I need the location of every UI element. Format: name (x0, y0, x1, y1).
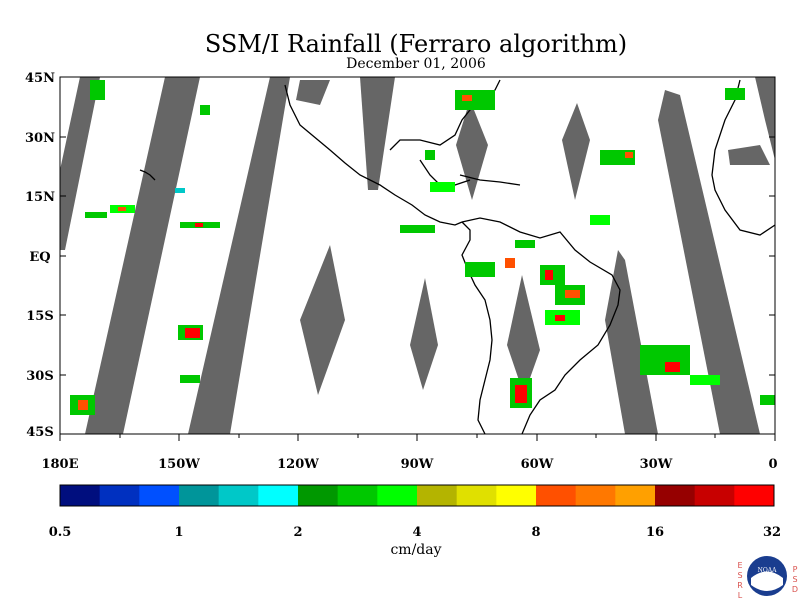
colorbar-tick-label: 4 (412, 525, 421, 540)
rain-patch-hawaii (85, 188, 220, 228)
colorbar-tick-label: 16 (646, 525, 664, 540)
colorbar-swatch (139, 485, 180, 506)
swath-14 (728, 145, 770, 165)
colorbar-swatches (60, 485, 775, 506)
swath-10 (605, 250, 658, 434)
colorbar-ticks: 0.5 1 2 4 8 16 32 (49, 525, 781, 540)
lat-label: EQ (29, 250, 50, 265)
colorbar-swatch (536, 485, 577, 506)
lon-label: 0 (768, 457, 777, 472)
swath-13 (296, 80, 330, 105)
lon-label: 60W (521, 457, 554, 472)
colorbar-tick-label: 8 (531, 525, 540, 540)
colorbar-swatch (456, 485, 497, 506)
lon-label: 30W (640, 457, 673, 472)
coast-south-america-east (461, 217, 621, 434)
swath-1 (60, 77, 100, 250)
coast-caribbean (459, 174, 521, 186)
colorbar-tick-label: 0.5 (49, 525, 72, 540)
swath-2 (85, 77, 200, 434)
swath-9 (562, 103, 590, 200)
coast-hawaii (139, 169, 156, 181)
no-data-swaths (60, 77, 775, 434)
logo-letter: R (737, 581, 743, 590)
rain-patch-south-america (465, 240, 585, 408)
lon-label: 180E (41, 457, 78, 472)
swath-8 (507, 275, 540, 395)
coast-north-america-pacific (284, 84, 463, 226)
colorbar-unit-label: cm/day (390, 542, 441, 558)
logo-letter: E (737, 561, 742, 570)
swath-12 (755, 77, 775, 160)
colorbar-frame (59, 484, 775, 507)
colorbar-swatch (655, 485, 696, 506)
logo-letter: D (792, 585, 798, 594)
lat-label: 30S (26, 369, 53, 384)
lon-label: 150W (158, 457, 200, 472)
swath-3 (188, 77, 290, 434)
swath-11 (658, 90, 760, 434)
rain-patch-south-pacific (70, 80, 210, 415)
lon-label: 90W (401, 457, 434, 472)
map-date: December 01, 2006 (346, 56, 486, 72)
noaa-logo: NOAA E S R L P S D (737, 556, 798, 600)
lon-ticks (59, 434, 776, 441)
colorbar-swatch (734, 485, 775, 506)
lat-label: 45N (25, 71, 55, 86)
map-panel: 45N 30N 15N EQ 15S 30S 45S 180E 150W 120… (25, 71, 778, 472)
map-title: SSM/I Rainfall (Ferraro algorithm) (205, 30, 627, 58)
colorbar-swatch (575, 485, 616, 506)
noaa-logo-bird (751, 571, 783, 591)
rain-patch-caribbean (400, 90, 495, 233)
lat-label: 15N (25, 190, 55, 205)
colorbar-tick-label: 32 (763, 525, 781, 540)
lat-label: 45S (26, 425, 53, 440)
noaa-logo-text: NOAA (758, 567, 778, 574)
lat-label: 15S (26, 309, 53, 324)
rainfall-patches (70, 80, 775, 415)
logo-letter: S (792, 575, 797, 584)
logo-letter: P (793, 565, 798, 574)
coast-africa (711, 79, 775, 236)
colorbar-tick-label: 2 (293, 525, 302, 540)
lat-labels: 45N 30N 15N EQ 15S 30S 45S (25, 71, 55, 440)
coast-south-america-west (461, 221, 493, 434)
lon-labels: 180E 150W 120W 90W 60W 30W 0 (41, 457, 777, 472)
colorbar-swatch (377, 485, 418, 506)
colorbar-swatch (496, 485, 537, 506)
colorbar-swatch (615, 485, 656, 506)
lat-ticks (60, 76, 775, 435)
lon-label: 120W (277, 457, 319, 472)
colorbar: 0.5 1 2 4 8 16 32 cm/day (49, 484, 781, 558)
colorbar-swatch (417, 485, 458, 506)
colorbar-swatch (179, 485, 220, 506)
logo-letter: S (737, 571, 742, 580)
rain-patch-atlantic (590, 88, 775, 405)
swath-4 (300, 245, 345, 395)
swath-7 (456, 100, 488, 200)
colorbar-swatch (218, 485, 259, 506)
colorbar-swatch (694, 485, 735, 506)
colorbar-swatch (60, 485, 101, 506)
lat-label: 30N (25, 131, 55, 146)
swath-5 (360, 77, 395, 190)
colorbar-swatch (298, 485, 339, 506)
colorbar-swatch (99, 485, 140, 506)
colorbar-swatch (258, 485, 299, 506)
swath-6 (410, 278, 438, 390)
colorbar-swatch (337, 485, 378, 506)
colorbar-tick-label: 1 (174, 525, 183, 540)
logo-letter: L (738, 591, 743, 600)
